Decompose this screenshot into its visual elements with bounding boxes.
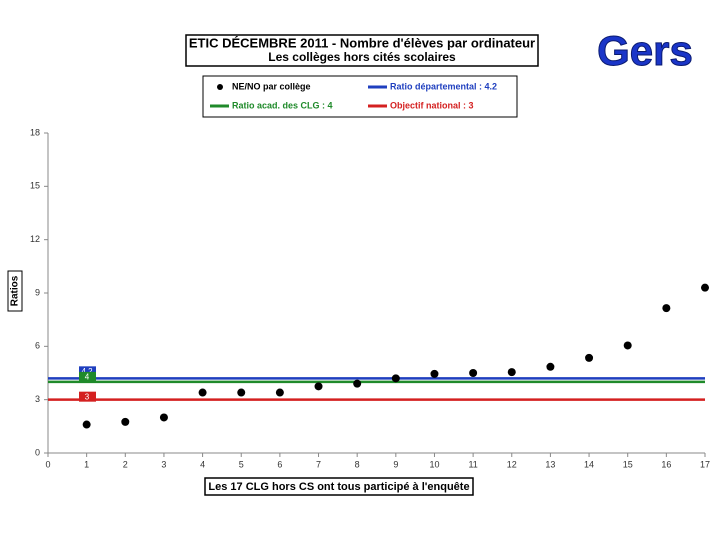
data-point <box>546 362 555 371</box>
data-point <box>585 353 594 362</box>
chart-subtitle: Les collèges hors cités scolaires <box>268 50 456 64</box>
data-point <box>507 368 516 377</box>
chart-title: ETIC DÉCEMBRE 2011 - Nombre d'élèves par… <box>189 35 535 50</box>
data-point <box>391 374 400 383</box>
data-point <box>237 388 246 397</box>
x-tick-label: 11 <box>468 459 477 469</box>
data-point <box>121 417 130 426</box>
x-tick-label: 13 <box>545 459 555 469</box>
data-point <box>82 420 91 429</box>
x-tick-label: 15 <box>623 459 633 469</box>
data-point <box>623 341 632 350</box>
y-label-box <box>7 270 23 312</box>
reference-badge <box>79 366 96 377</box>
legend-label: NE/NO par collège <box>232 81 311 91</box>
x-axis-label: Les 17 CLG hors CS ont tous participé à … <box>208 481 469 493</box>
x-tick-label: 2 <box>123 459 128 469</box>
legend-label: Ratio acad. des CLG : 4 <box>232 100 333 110</box>
y-tick-label: 6 <box>35 341 40 351</box>
x-tick-label: 5 <box>239 459 244 469</box>
reference-badge <box>79 391 96 402</box>
reference-label: 3 <box>85 392 90 401</box>
data-point <box>198 388 207 397</box>
x-label-box <box>204 477 474 496</box>
x-tick-label: 7 <box>316 459 321 469</box>
x-tick-label: 17 <box>700 459 710 469</box>
reference-label: 4.2 <box>81 367 93 376</box>
x-tick-label: 9 <box>393 459 398 469</box>
x-tick-label: 10 <box>429 459 439 469</box>
data-point <box>159 413 168 422</box>
legend-label: Ratio départemental : 4.2 <box>390 81 497 91</box>
reference-badge <box>79 371 96 382</box>
y-tick-label: 9 <box>35 287 40 297</box>
y-axis-label: Ratios <box>10 275 21 306</box>
y-tick-label: 0 <box>35 447 40 457</box>
title-box <box>185 34 539 67</box>
legend-marker <box>217 84 223 90</box>
y-tick-label: 15 <box>30 181 40 191</box>
reference-label: 4 <box>85 372 90 381</box>
x-tick-label: 1 <box>84 459 89 469</box>
data-point <box>353 379 362 388</box>
legend-box <box>202 75 518 118</box>
legend-label: Objectif national : 3 <box>390 100 474 110</box>
y-tick-label: 18 <box>30 127 40 137</box>
data-point <box>430 369 439 378</box>
x-tick-label: 6 <box>277 459 282 469</box>
y-tick-label: 3 <box>35 394 40 404</box>
x-tick-label: 12 <box>507 459 517 469</box>
x-tick-label: 4 <box>200 459 205 469</box>
data-point <box>662 304 671 313</box>
data-point <box>701 283 709 292</box>
x-tick-label: 8 <box>355 459 360 469</box>
x-tick-label: 16 <box>661 459 671 469</box>
x-tick-label: 14 <box>584 459 594 469</box>
badge: Gers <box>597 27 693 74</box>
x-tick-label: 3 <box>161 459 166 469</box>
data-point <box>469 369 478 377</box>
y-tick-label: 12 <box>30 234 40 244</box>
data-point <box>275 388 284 397</box>
data-point <box>314 382 323 391</box>
x-tick-label: 0 <box>45 459 50 469</box>
